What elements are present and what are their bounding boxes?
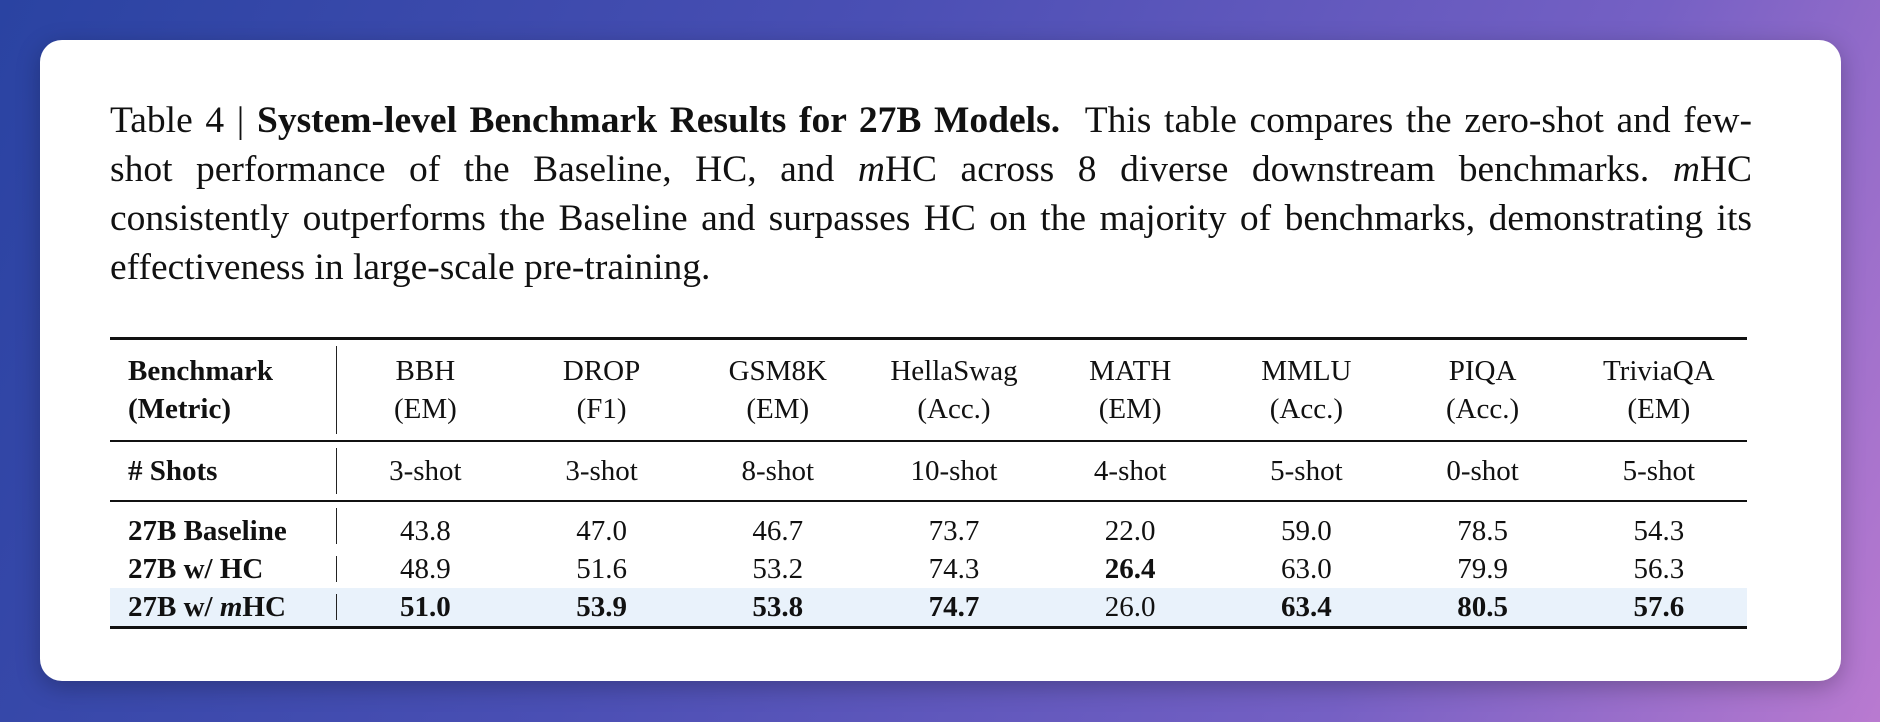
column-header: MMLU (Acc.) [1218, 339, 1394, 442]
model-name: 27B w/ HC [110, 550, 338, 588]
caption-title: System-level Benchmark Results for 27B M… [256, 100, 1061, 141]
column-name: MATH [1089, 355, 1172, 387]
score-cell: 22.0 [1104, 515, 1156, 547]
column-name: HellaSwag [890, 355, 1018, 387]
column-header: TriviaQA (EM) [1571, 339, 1747, 442]
model-name: 27B Baseline [110, 501, 338, 550]
shots-cell: 8-shot [741, 455, 815, 487]
column-header: MATH (EM) [1042, 339, 1218, 442]
column-metric: (Acc.) [917, 393, 991, 425]
shots-cell: 5-shot [1270, 455, 1343, 487]
caption-segment: HC across 8 diverse downstream benchmark… [884, 149, 1673, 190]
column-name: PIQA [1448, 355, 1517, 387]
shots-label: # Shots [110, 441, 338, 501]
column-name: TriviaQA [1602, 355, 1715, 387]
score-cell: 54.3 [1633, 515, 1685, 547]
card: Table 4 | System-level Benchmark Results… [40, 40, 1841, 681]
model-name-segment: 27B Baseline [128, 515, 287, 547]
caption-body: This table compares the zero-shot and fe… [110, 100, 1752, 288]
column-metric: (Acc.) [1445, 393, 1520, 425]
header-label: Benchmark (Metric) [110, 339, 338, 442]
caption-label: Table 4 | [110, 100, 245, 141]
score-cell: 80.5 [1394, 588, 1571, 628]
column-metric: (F1) [576, 393, 627, 425]
model-name: 27B w/ mHC [110, 588, 338, 628]
score-cell: 63.0 [1281, 553, 1332, 585]
shots-cell: 4-shot [1093, 455, 1167, 487]
score-cell: 26.0 [1042, 588, 1219, 628]
score-cell: 53.9 [513, 588, 690, 628]
score-cell: 43.8 [399, 515, 451, 547]
model-row: 27B Baseline 43.8 47.0 46.7 73.7 22.0 59.0 78.5… [110, 501, 1747, 550]
score-cell: 51.6 [576, 553, 627, 585]
score-cell: 79.9 [1457, 553, 1508, 585]
column-metric: (EM) [1098, 393, 1162, 425]
score-cell: 53.8 [689, 588, 866, 628]
column-name: GSM8K [728, 355, 827, 387]
results-table: Benchmark (Metric) BBH (EM) DROP (F1) GSM8K (EM… [110, 337, 1747, 629]
column-metric: (EM) [746, 393, 810, 425]
caption-segment: m [1672, 149, 1700, 190]
score-cell: 78.5 [1457, 515, 1508, 547]
shots-cell: 5-shot [1622, 455, 1696, 487]
model-name-segment: 27B w/ HC [128, 553, 264, 585]
score-cell: 63.4 [1218, 588, 1395, 628]
caption: Table 4 | System-level Benchmark Results… [110, 96, 1752, 292]
column-name: MMLU [1261, 355, 1352, 387]
score-cell: 26.4 [1104, 553, 1156, 585]
column-header: GSM8K (EM) [690, 339, 866, 442]
score-cell: 74.7 [865, 588, 1043, 628]
model-row: 27B w/ HC 48.9 51.6 53.2 74.3 26.4 63.0 79.9 56.… [110, 550, 1747, 588]
score-cell: 46.7 [752, 515, 804, 547]
column-name: BBH [395, 355, 456, 387]
score-cell: 48.9 [399, 553, 451, 585]
column-header: PIQA (Acc.) [1394, 339, 1570, 442]
score-cell: 59.0 [1281, 515, 1332, 547]
model-name-segment: 27B w/ [128, 591, 220, 623]
table-body: # Shots 3-shot 3-shot 8-shot 10-shot 4-shot 5-… [110, 441, 1747, 628]
table-header: Benchmark (Metric) BBH (EM) DROP (F1) GSM8K (EM… [110, 338, 1747, 442]
shots-cell: 10-shot [910, 455, 998, 487]
caption-segment: HC consistently outperforms the Baseline… [110, 149, 1752, 288]
score-cell: 47.0 [576, 515, 627, 547]
column-header: BBH (EM) [337, 339, 513, 442]
score-cell: 73.7 [928, 515, 980, 547]
column-header: DROP (F1) [513, 339, 689, 442]
shots-cell: 3-shot [389, 455, 462, 487]
caption-segment: m [857, 149, 885, 190]
column-metric: (EM) [1627, 393, 1691, 425]
header-label-line: (Metric) [128, 393, 232, 425]
model-name-segment: HC [242, 591, 286, 623]
shots-cell: 3-shot [565, 455, 638, 487]
shots-row: # Shots 3-shot 3-shot 8-shot 10-shot 4-shot 5-… [110, 441, 1747, 501]
model-name-segment: m [219, 591, 243, 623]
column-name: DROP [562, 355, 641, 387]
column-header: HellaSwag (Acc.) [866, 339, 1042, 442]
score-cell: 57.6 [1570, 588, 1747, 628]
score-cell: 53.2 [752, 553, 804, 585]
shots-cell: 0-shot [1446, 455, 1519, 487]
column-metric: (Acc.) [1269, 393, 1344, 425]
score-cell: 51.0 [337, 588, 514, 628]
header-label-line: Benchmark [128, 355, 273, 387]
score-cell: 74.3 [928, 553, 980, 585]
model-row: 27B w/ mHC 51.0 53.9 53.8 74.7 26.0 63.4 80.5 57… [110, 588, 1747, 628]
column-metric: (EM) [393, 393, 457, 425]
score-cell: 56.3 [1633, 553, 1685, 585]
caption-segment: This table compares the zero-shot and fe… [110, 100, 1753, 190]
header-row: Benchmark (Metric) BBH (EM) DROP (F1) GSM8K (EM… [110, 338, 1747, 442]
